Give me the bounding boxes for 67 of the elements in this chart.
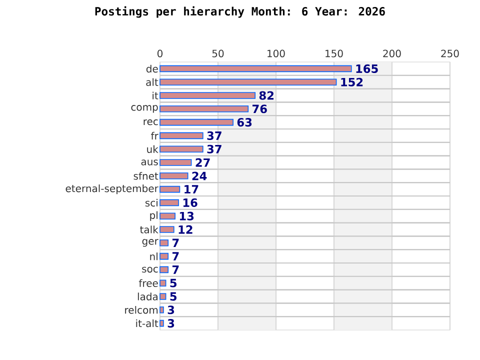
bar bbox=[160, 186, 180, 193]
bar bbox=[160, 146, 204, 152]
data-label: 152 bbox=[341, 78, 363, 86]
data-label: 82 bbox=[259, 91, 274, 100]
y-tick-label: lada bbox=[138, 292, 158, 300]
x-tick-label: 100 bbox=[268, 50, 285, 58]
data-label: 5 bbox=[170, 278, 176, 288]
bar bbox=[160, 172, 188, 180]
y-tick-label: relcom bbox=[125, 306, 158, 314]
data-label: 27 bbox=[196, 158, 210, 167]
data-label: 7 bbox=[172, 238, 179, 248]
y-tick-label: alt bbox=[146, 78, 158, 86]
x-tick-label: 150 bbox=[326, 50, 343, 58]
bar bbox=[160, 239, 169, 246]
data-label: 7 bbox=[172, 266, 179, 274]
bar bbox=[160, 78, 337, 86]
bar bbox=[160, 105, 249, 112]
y-tick-label: eternal-september bbox=[66, 184, 158, 194]
bar bbox=[160, 306, 164, 314]
x-tick-label: 200 bbox=[383, 50, 401, 58]
y-tick-label: de bbox=[146, 64, 158, 73]
bar bbox=[160, 226, 174, 233]
y-tick-label: rec bbox=[144, 119, 158, 126]
data-label: 37 bbox=[207, 131, 222, 140]
data-label: 3 bbox=[168, 306, 174, 314]
y-tick-label: comp bbox=[131, 105, 158, 113]
bar bbox=[160, 293, 166, 300]
bar bbox=[160, 118, 234, 126]
bar bbox=[160, 252, 169, 260]
bar bbox=[160, 199, 179, 206]
x-tick-label: 50 bbox=[212, 50, 224, 58]
y-tick-label: free bbox=[138, 279, 158, 287]
chart-title: Postings per hierarchy Month: 6 Year: 2026 bbox=[95, 6, 385, 18]
data-label: 3 bbox=[168, 319, 174, 328]
y-tick-label: pl bbox=[150, 211, 158, 221]
bar bbox=[160, 266, 169, 274]
bar bbox=[160, 320, 164, 327]
data-label: 37 bbox=[207, 144, 222, 154]
y-tick-label: talk bbox=[140, 226, 158, 234]
y-tick-label: ger bbox=[142, 239, 158, 247]
data-label: 17 bbox=[184, 185, 198, 194]
y-tick-label: soc bbox=[142, 266, 158, 273]
y-tick-label: fr bbox=[151, 132, 158, 140]
bar bbox=[160, 212, 176, 220]
data-label: 16 bbox=[183, 198, 198, 207]
data-label: 12 bbox=[178, 225, 192, 234]
y-tick-label: sfnet bbox=[134, 172, 158, 180]
bar bbox=[160, 65, 352, 72]
y-tick-label: it-alt bbox=[136, 319, 158, 328]
data-label: 165 bbox=[356, 64, 378, 73]
bar bbox=[160, 159, 192, 166]
data-label: 7 bbox=[172, 252, 179, 260]
y-tick-label: nl bbox=[150, 252, 158, 260]
data-label: 63 bbox=[237, 118, 252, 127]
data-label: 5 bbox=[170, 292, 176, 301]
y-tick-label: uk bbox=[147, 145, 158, 153]
data-label: 13 bbox=[180, 212, 194, 220]
x-tick-label: 0 bbox=[157, 50, 163, 58]
bar bbox=[160, 280, 166, 286]
y-tick-label: sci bbox=[145, 198, 158, 207]
bar bbox=[160, 132, 204, 140]
x-tick-label: 250 bbox=[441, 50, 459, 58]
data-label: 76 bbox=[252, 104, 267, 114]
bar bbox=[160, 92, 256, 99]
y-tick-label: it bbox=[152, 92, 158, 100]
y-tick-label: aus bbox=[141, 160, 158, 166]
data-label: 24 bbox=[192, 172, 207, 180]
